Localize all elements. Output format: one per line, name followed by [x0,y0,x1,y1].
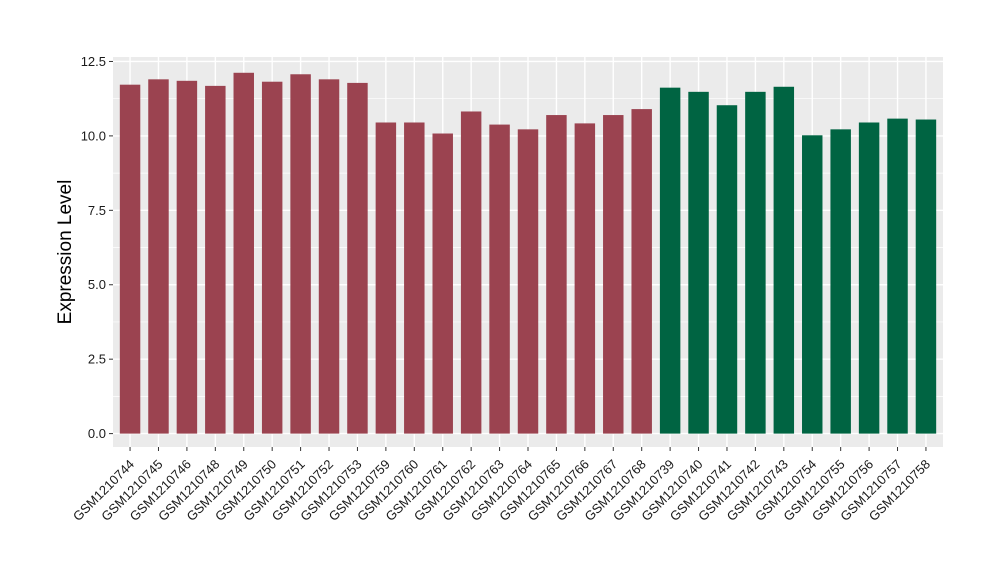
bar-GSM1210761 [432,133,453,434]
bar-GSM1210765 [546,115,567,434]
bar-GSM1210740 [688,91,709,434]
y-tick-label: 5.0 [88,277,106,292]
bar-GSM1210744 [119,84,141,434]
bar-GSM1210743 [773,86,795,434]
y-tick-label: 2.5 [88,352,106,367]
bar-GSM1210746 [176,80,198,434]
bar-GSM1210757 [887,118,908,434]
y-tick-label: 10.0 [81,128,106,143]
bar-GSM1210760 [404,122,425,434]
y-axis: 0.0 2.5 5.0 7.5 10.0 12.5 [81,54,113,441]
bar-GSM1210766 [574,123,596,434]
bar-GSM1210756 [858,122,880,434]
bar-GSM1210753 [347,82,368,434]
y-tick-label: 0.0 [88,426,106,441]
bar-GSM1210745 [148,79,169,434]
x-axis: GSM1210744GSM1210745GSM1210746GSM1210748… [70,447,933,524]
bar-GSM1210764 [517,129,539,434]
bar-GSM1210755 [830,129,851,434]
y-tick-label: 12.5 [81,54,106,69]
bars-group [119,72,937,434]
bar-GSM1210752 [318,79,340,434]
bar-GSM1210762 [460,111,482,434]
bar-GSM1210750 [261,81,283,434]
bar-GSM1210759 [375,122,397,434]
bar-GSM1210758 [915,119,937,434]
bar-GSM1210763 [489,124,510,434]
bar-GSM1210742 [745,91,766,434]
bar-GSM1210767 [603,115,624,434]
bar-GSM1210748 [205,85,226,434]
y-axis-title: Expression Level [55,180,76,325]
bar-GSM1210768 [631,109,652,434]
bar-GSM1210751 [290,74,311,434]
bar-GSM1210739 [659,87,681,434]
y-tick-label: 7.5 [88,203,106,218]
bar-GSM1210754 [802,135,823,434]
bar-GSM1210741 [716,105,738,434]
bar-GSM1210749 [233,72,254,434]
